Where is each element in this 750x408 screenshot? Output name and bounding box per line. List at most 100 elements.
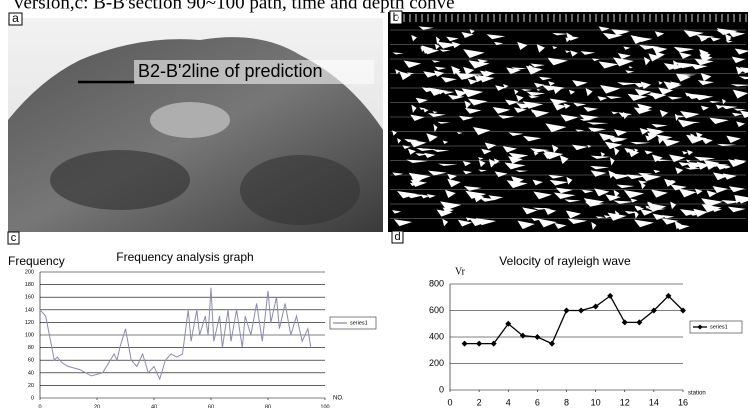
trace-wiggle — [423, 152, 436, 159]
x-tick-label: 12 — [620, 397, 630, 407]
trace-wiggle — [570, 50, 578, 57]
panel-label: c — [11, 232, 17, 244]
trace-wiggle — [436, 41, 459, 49]
trace-wiggle — [670, 64, 685, 70]
trace-wiggle — [597, 96, 608, 101]
series-line — [39, 287, 312, 381]
x-tick-label: 80 — [265, 404, 271, 408]
trace-wiggle — [442, 218, 449, 227]
trace-wiggle — [552, 86, 566, 91]
x-tick-label: 40 — [151, 404, 157, 408]
trace-wiggle — [533, 82, 545, 88]
trace-wiggle — [693, 94, 714, 101]
x-axis-label: station — [688, 391, 706, 397]
x-axis-label: NO. — [333, 396, 344, 402]
trace-wiggle — [613, 147, 620, 156]
trace-wiggle — [439, 49, 451, 52]
trace-wiggle — [409, 182, 418, 186]
trace-wiggle — [513, 89, 519, 95]
trace-wiggle — [462, 32, 470, 39]
trace-wiggle — [461, 88, 484, 98]
trace-wiggle — [463, 49, 485, 58]
trace-wiggle — [680, 209, 701, 216]
trace-wiggle — [709, 100, 720, 104]
trace-wiggle — [392, 52, 404, 55]
trace-wiggle — [538, 218, 557, 228]
y-tick-label: 0 — [31, 395, 34, 401]
trace-wiggle — [643, 56, 651, 66]
trace-wiggle — [725, 33, 732, 42]
trace-wiggle — [674, 113, 680, 121]
trace-wiggle — [392, 210, 402, 214]
trace-wiggle — [506, 67, 521, 75]
trace-wiggle — [686, 149, 694, 156]
panel-label-box — [391, 230, 404, 244]
trace-wiggle — [661, 138, 681, 147]
trace-wiggle — [598, 26, 610, 32]
y-tick-label: 400 — [429, 331, 444, 341]
x-tick-label: 4 — [506, 397, 511, 407]
trace-wiggle — [594, 188, 610, 197]
photo-annotation: B2-B'2line of prediction — [138, 61, 323, 81]
x-tick-label: 10 — [591, 397, 601, 407]
trace-wiggle — [728, 159, 746, 168]
trace-wiggle — [585, 88, 593, 97]
trace-wiggle — [703, 204, 714, 210]
trace-wiggle — [432, 111, 438, 114]
trace-wiggle — [548, 174, 565, 179]
trace-wiggle — [624, 210, 638, 215]
trace-wiggle — [506, 180, 528, 189]
caption: version,c: B-B'section 90~100 path, time… — [14, 0, 455, 13]
y-tick-label: 200 — [25, 269, 34, 275]
trace-wiggle — [553, 192, 576, 200]
trace-wiggle — [423, 108, 429, 113]
trace-wiggle — [457, 219, 473, 227]
trace-wiggle — [614, 129, 628, 137]
x-tick-label: 0 — [447, 397, 452, 407]
trace-wiggle — [695, 132, 703, 139]
trace-wiggle — [525, 65, 543, 75]
data-point — [636, 319, 643, 326]
trace-wiggle — [674, 223, 690, 230]
trace-wiggle — [494, 171, 508, 178]
trace-wiggle — [410, 114, 425, 122]
trace-wiggle — [607, 212, 627, 221]
trace-wiggle — [735, 66, 745, 75]
trace-wiggle — [734, 48, 750, 55]
trace-wiggle — [484, 142, 497, 150]
trace-wiggle — [689, 212, 701, 216]
trace-wiggle — [602, 32, 623, 40]
trace-wiggle — [710, 36, 721, 42]
trace-wiggle — [454, 89, 468, 98]
trace-wiggle — [684, 167, 703, 170]
trace-wiggle — [630, 35, 648, 44]
trace-wiggle — [591, 58, 600, 62]
seismic-panel: b — [388, 10, 750, 232]
trace-wiggle — [586, 122, 609, 125]
trace-wiggle — [563, 103, 571, 109]
trace-wiggle — [395, 69, 400, 75]
trace-wiggle — [411, 104, 417, 113]
trace-wiggle — [493, 158, 500, 165]
panel-label: d — [394, 231, 400, 243]
trace-wiggle — [447, 173, 457, 180]
trace-wiggle — [445, 189, 456, 199]
trace-wiggle — [516, 103, 535, 109]
trace-wiggle — [528, 95, 540, 99]
y-tick-label: 160 — [25, 295, 34, 301]
trace-wiggle — [533, 151, 539, 156]
trace-wiggle — [565, 37, 571, 43]
trace-wiggle — [713, 172, 729, 181]
trace-wiggle — [530, 109, 550, 118]
trace-wiggle — [675, 63, 698, 69]
trace-wiggle — [591, 221, 597, 230]
trace-wiggle — [694, 58, 714, 66]
trace-wiggle — [722, 173, 737, 180]
y-tick-label: 60 — [28, 358, 34, 364]
trace-wiggle — [446, 36, 459, 42]
trace-wiggle — [564, 199, 581, 203]
trace-wiggle — [654, 31, 665, 37]
trace-wiggle — [733, 108, 747, 111]
trace-wiggle — [678, 188, 697, 198]
trace-wiggle — [468, 60, 490, 69]
